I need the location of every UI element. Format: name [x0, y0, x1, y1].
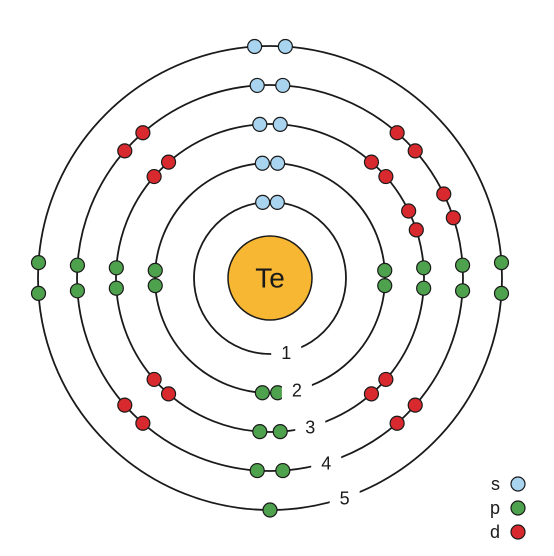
legend-swatch-p-icon	[511, 501, 525, 515]
legend-swatch-s-icon	[511, 477, 525, 491]
electron-d	[446, 211, 460, 225]
legend-label-s: s	[491, 474, 500, 494]
electron-p	[378, 279, 392, 293]
electron-p	[378, 263, 392, 277]
electron-d	[118, 144, 132, 158]
electron-d	[379, 170, 393, 184]
electron-d	[136, 126, 150, 140]
electron-s	[256, 195, 270, 209]
legend-label-p: p	[490, 498, 500, 518]
electron-p	[148, 263, 162, 277]
bohr-diagram-root: Te 12345 spd	[0, 0, 554, 556]
electron-p	[494, 286, 508, 300]
electron-p	[417, 281, 431, 295]
electron-p	[32, 256, 46, 270]
electron-p	[70, 284, 84, 298]
shell-label-3: 3	[305, 417, 315, 437]
electron-d	[437, 187, 451, 201]
electron-p	[109, 281, 123, 295]
electron-d	[147, 372, 161, 386]
electron-d	[136, 416, 150, 430]
electron-p	[253, 425, 267, 439]
nucleus-label: Te	[255, 263, 285, 294]
electron-p	[456, 284, 470, 298]
electron-d	[364, 387, 378, 401]
legend-swatch-d-icon	[511, 525, 525, 539]
electron-d	[162, 387, 176, 401]
electron-p	[109, 261, 123, 275]
electron-d	[390, 126, 404, 140]
electron-d	[147, 170, 161, 184]
shell-label-1: 1	[281, 343, 291, 363]
electron-d	[390, 416, 404, 430]
electron-s	[248, 40, 262, 54]
electron-d	[379, 372, 393, 386]
electron-d	[118, 398, 132, 412]
electron-s	[253, 117, 267, 131]
electron-p	[263, 503, 277, 517]
electron-p	[273, 425, 287, 439]
shell-label-2: 2	[292, 380, 302, 400]
electron-p	[70, 258, 84, 272]
electron-s	[270, 195, 284, 209]
electron-p	[250, 464, 264, 478]
electron-d	[408, 398, 422, 412]
electron-d	[402, 204, 416, 218]
electron-p	[494, 256, 508, 270]
electron-p	[148, 279, 162, 293]
electron-p	[276, 464, 290, 478]
electron-p	[417, 261, 431, 275]
electron-s	[271, 156, 285, 170]
bohr-diagram-svg: Te 12345 spd	[0, 0, 554, 556]
electron-d	[364, 155, 378, 169]
electron-p	[456, 258, 470, 272]
electron-s	[250, 78, 264, 92]
legend-label-d: d	[490, 522, 500, 542]
electron-d	[409, 223, 423, 237]
electron-d	[162, 155, 176, 169]
electron-p	[255, 386, 269, 400]
electron-s	[255, 156, 269, 170]
electron-s	[276, 78, 290, 92]
electron-s	[273, 117, 287, 131]
electron-p	[32, 286, 46, 300]
shell-label-5: 5	[340, 489, 350, 509]
electron-d	[408, 144, 422, 158]
electron-s	[278, 40, 292, 54]
shell-label-4: 4	[321, 454, 331, 474]
